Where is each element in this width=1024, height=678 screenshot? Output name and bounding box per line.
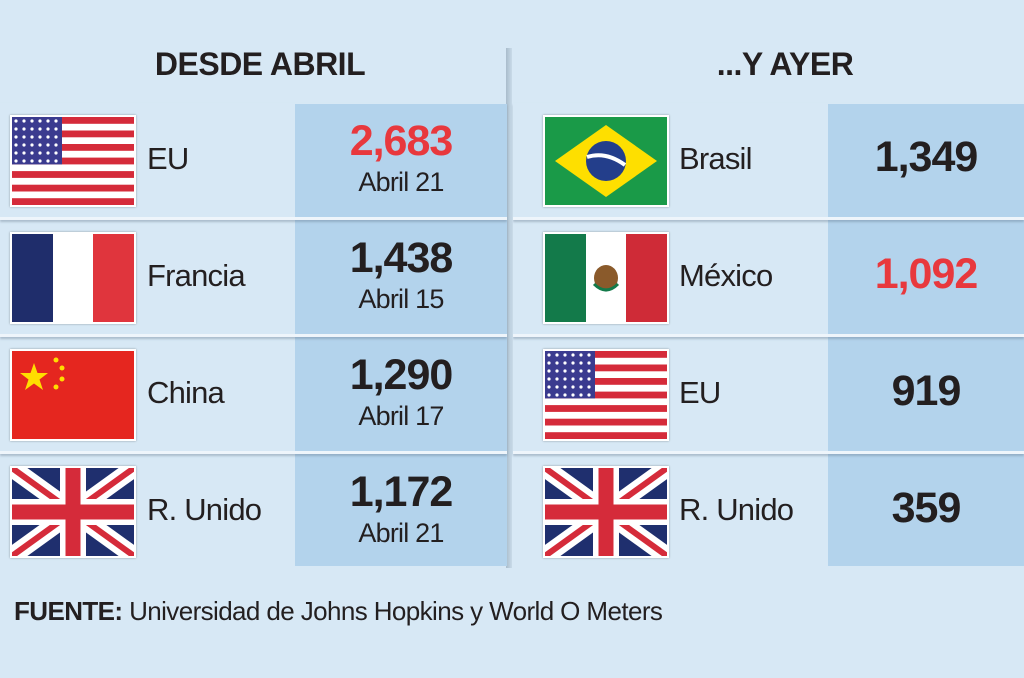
- value: 359: [891, 484, 962, 532]
- source-text: Universidad de Johns Hopkins y World O M…: [129, 596, 663, 626]
- value: 1,092: [874, 250, 979, 298]
- country: Brasil: [679, 141, 753, 176]
- date: Abril 17: [358, 401, 444, 431]
- flag: [543, 349, 669, 441]
- flag: [10, 466, 136, 558]
- table-row: EU 919: [513, 337, 1024, 454]
- table-row: R. Unido 359: [513, 454, 1024, 568]
- country: R. Unido: [679, 492, 794, 527]
- source: FUENTE: Universidad de Johns Hopkins y W…: [14, 596, 663, 627]
- country: Francia: [147, 258, 246, 293]
- flag: [543, 115, 669, 207]
- panel-title: DESDE ABRIL: [154, 46, 366, 82]
- table-row: EU 2,683 Abril 21: [0, 103, 507, 220]
- date: Abril 21: [358, 518, 444, 548]
- table-row: China 1,290 Abril 17: [0, 337, 507, 454]
- divider: [506, 48, 512, 568]
- value: 2,683: [349, 117, 454, 165]
- source-label: FUENTE:: [14, 596, 123, 626]
- country: EU: [147, 141, 189, 176]
- panel-title: ...Y AYER: [716, 46, 854, 82]
- table-row: R. Unido 1,172 Abril 21: [0, 454, 507, 568]
- date: Abril 21: [358, 167, 444, 197]
- table-row: Brasil 1,349: [513, 103, 1024, 220]
- table-row: Francia 1,438 Abril 15: [0, 220, 507, 337]
- country: México: [679, 258, 773, 293]
- table-row: México 1,092: [513, 220, 1024, 337]
- flag: [543, 466, 669, 558]
- value: 1,172: [349, 468, 454, 516]
- flag: [10, 349, 136, 441]
- value: 919: [891, 367, 962, 415]
- value: 1,290: [349, 351, 454, 399]
- date: Abril 15: [358, 284, 444, 314]
- country: EU: [679, 375, 721, 410]
- flag: [543, 232, 669, 324]
- country: R. Unido: [147, 492, 262, 527]
- flag: [10, 232, 136, 324]
- value: 1,438: [349, 234, 454, 282]
- flag: [10, 115, 136, 207]
- country: China: [147, 375, 225, 410]
- value: 1,349: [874, 133, 979, 181]
